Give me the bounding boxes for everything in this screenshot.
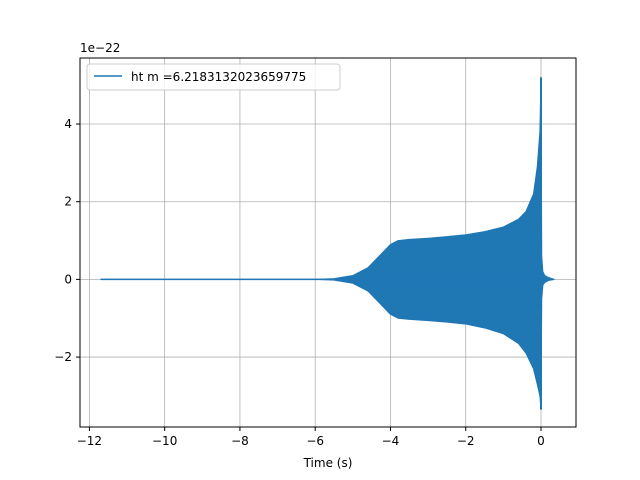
- legend-box: [86, 63, 341, 91]
- y-tick-label: 4: [64, 117, 72, 131]
- x-tick-label: 0: [537, 434, 545, 448]
- x-axis-label: Time (s): [303, 456, 353, 470]
- x-tick-label: −6: [306, 434, 324, 448]
- plot-frame: [79, 57, 577, 428]
- x-tick-label: −2: [457, 434, 475, 448]
- plot-series: [100, 76, 555, 411]
- y-tick-label: −2: [54, 350, 72, 364]
- axis-ticks: −12 −10 −8 −6 −4 −2 0 −2 0 2 4: [54, 117, 545, 448]
- legend-entry-label: ht m =6.2183132023659775: [131, 70, 306, 84]
- x-tick-label: −10: [152, 434, 177, 448]
- y-tick-label: 0: [64, 272, 72, 286]
- x-tick-label: −12: [77, 434, 102, 448]
- y-tick-label: 2: [64, 195, 72, 209]
- legend: ht m =6.2183132023659775: [86, 63, 341, 91]
- x-tick-label: −4: [382, 434, 400, 448]
- x-tick-label: −8: [231, 434, 249, 448]
- y-offset-text: 1e−22: [80, 41, 120, 55]
